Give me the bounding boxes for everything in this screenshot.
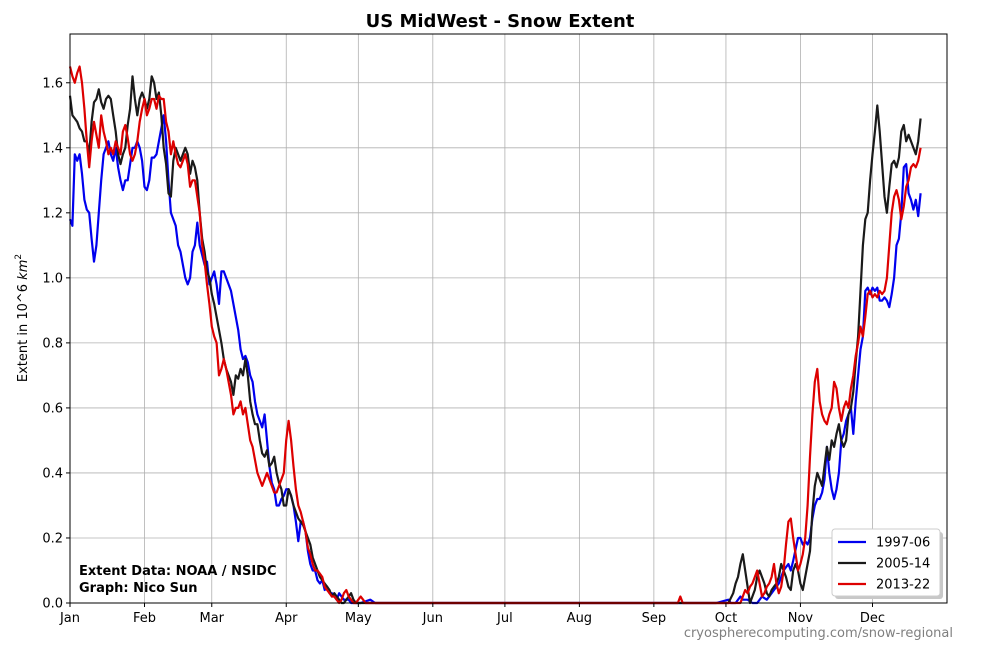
series-line-2013-22 bbox=[68, 65, 922, 605]
legend: 1997-06 2005-14 2013-22 bbox=[831, 528, 943, 599]
x-tick-label: Jun bbox=[422, 611, 443, 626]
y-axis-label: Extent in 10^6 km2 bbox=[14, 254, 31, 382]
y-tick-label: 1.0 bbox=[42, 271, 63, 286]
x-tick-label: Aug bbox=[567, 611, 592, 626]
y-tick-label: 0.0 bbox=[42, 597, 63, 612]
y-axis-unit-exponent: 2 bbox=[14, 254, 24, 260]
data-source-annotation: Extent Data: NOAA / NSIDC bbox=[79, 564, 276, 579]
x-tick-label: Jul bbox=[496, 611, 513, 626]
x-tick-label: Dec bbox=[860, 611, 885, 626]
x-tick-label: Sep bbox=[642, 611, 667, 626]
y-tick-label: 0.4 bbox=[42, 466, 63, 481]
chart-title: US MidWest - Snow Extent bbox=[366, 11, 635, 32]
source-url-credit: cryospherecomputing.com/snow-regional bbox=[684, 626, 953, 641]
x-tick-label: May bbox=[345, 611, 372, 626]
series-lines bbox=[68, 65, 922, 605]
gridlines bbox=[69, 34, 947, 604]
x-tick-label: Feb bbox=[133, 611, 156, 626]
x-tick-label: Apr bbox=[275, 611, 298, 626]
x-tick-label: Mar bbox=[199, 611, 224, 626]
y-axis-label-text: Extent in 10^6 bbox=[16, 284, 31, 382]
x-axis-ticks: Jan Feb Mar Apr May Jun Jul Aug Sep Oct Nov Dec bbox=[59, 603, 885, 626]
legend-label-2005-14: 2005-14 bbox=[876, 557, 930, 572]
legend-box bbox=[831, 528, 941, 597]
x-tick-label: Oct bbox=[715, 611, 737, 626]
y-axis-unit-base: km bbox=[16, 260, 31, 280]
legend-label-2013-22: 2013-22 bbox=[876, 578, 930, 593]
y-tick-label: 0.8 bbox=[42, 336, 63, 351]
y-tick-label: 1.6 bbox=[42, 76, 63, 91]
legend-label-1997-06: 1997-06 bbox=[876, 536, 930, 551]
y-axis-ticks: 0.0 0.2 0.4 0.6 0.8 1.0 1.2 1.4 1.6 bbox=[42, 76, 70, 612]
graph-author-annotation: Graph: Nico Sun bbox=[79, 581, 198, 596]
x-tick-label: Jan bbox=[59, 611, 80, 626]
y-tick-label: 0.6 bbox=[42, 401, 63, 416]
y-tick-label: 1.4 bbox=[42, 141, 63, 156]
x-tick-label: Nov bbox=[788, 611, 814, 626]
y-tick-label: 1.2 bbox=[42, 206, 63, 221]
y-tick-label: 0.2 bbox=[42, 531, 63, 546]
plot-frame bbox=[69, 33, 948, 604]
series-line-2005-14 bbox=[68, 75, 922, 605]
